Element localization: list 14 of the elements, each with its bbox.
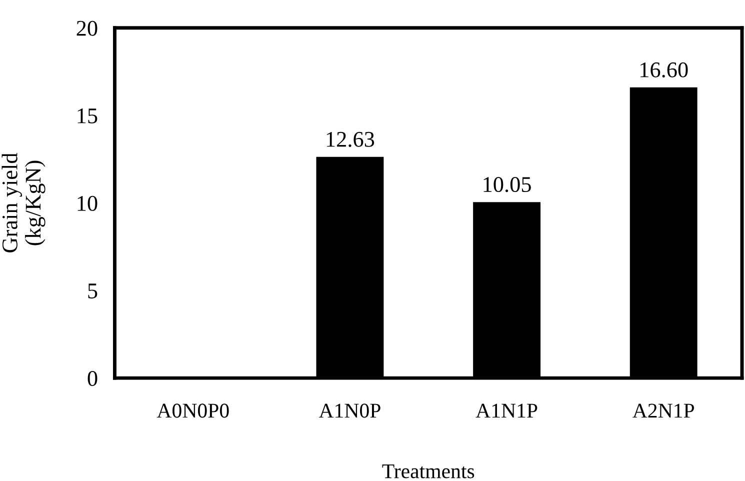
data-label: 10.05	[484, 177, 531, 192]
y-tick-label: 15	[78, 108, 98, 124]
data-label: 16.60	[640, 62, 688, 78]
x-axis-title: Treatments	[382, 464, 474, 478]
y-tick-label: 20	[76, 20, 98, 36]
data-label: 12.63	[326, 132, 374, 147]
x-tick-label: A1N0P	[318, 404, 380, 418]
x-tick-label: A1N1P	[476, 404, 538, 418]
y-tick-label: 10	[78, 196, 98, 211]
y-tick-label: 5	[88, 284, 98, 298]
y-axis-title: Grain yield (kg/KgN)	[2, 152, 46, 252]
y-tick-label: 0	[88, 371, 98, 386]
x-tick-label: A0N0P0	[156, 404, 229, 418]
x-tick-label: A2N1P	[632, 404, 694, 418]
